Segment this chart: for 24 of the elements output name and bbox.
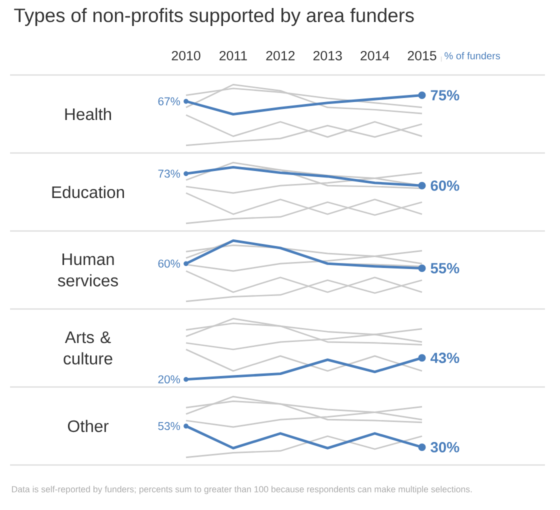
y-axis-title: Other (68, 420, 109, 432)
y-axis-title: Education (52, 186, 124, 198)
text: Data is self-reported by funders; percents sum to greater than 100 because respondents can make multiple selections. (12, 486, 472, 494)
data-label: 55% (430, 263, 460, 274)
text: % of funders (444, 52, 500, 60)
data-label: 73% (158, 170, 180, 178)
chart-title: Types of non-profits supported by area funders (14, 8, 414, 26)
data-label: 60% (430, 180, 460, 191)
data-label: 67% (158, 97, 180, 106)
y-axis-title: Human services (58, 254, 118, 286)
y-axis-title: Arts & culture (64, 331, 112, 365)
x-tick-label: 2014 (360, 50, 390, 60)
data-label: 30% (430, 442, 460, 452)
y-axis-title: Health (65, 108, 111, 120)
data-label: 53% (158, 422, 180, 430)
x-tick-label: 2010 (172, 50, 200, 60)
x-tick-label: 2011 (220, 50, 247, 60)
data-label: 20% (158, 375, 180, 384)
x-tick-label: 2012 (266, 50, 295, 60)
x-tick-label: 2013 (313, 50, 342, 60)
data-label: 75% (430, 90, 460, 100)
x-tick-label: 2015 (408, 50, 436, 60)
data-label: 43% (430, 352, 460, 364)
data-label: 60% (158, 260, 180, 268)
